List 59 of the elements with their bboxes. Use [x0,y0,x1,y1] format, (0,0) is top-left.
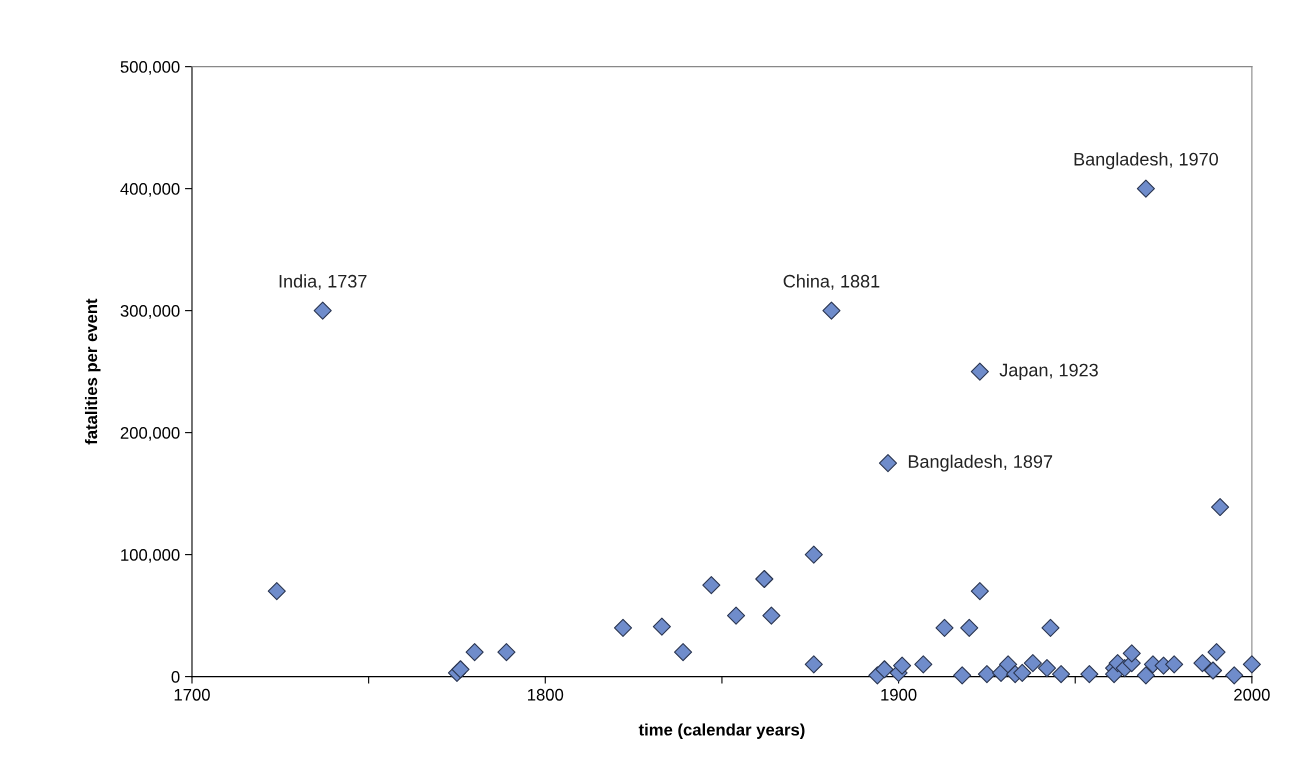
point [953,666,972,685]
x-tick-label: 1900 [881,688,917,701]
point [822,301,841,320]
y-tick-label: 100,000 [121,549,180,563]
annotation: Bangladesh, 1970 [1074,152,1218,170]
annotation: India, 1737 [279,274,367,290]
point [1203,661,1223,680]
point [674,643,693,662]
x-axis-title: time (calendar years) [638,723,805,739]
point [451,660,470,679]
point [497,643,516,662]
point [977,665,996,684]
annotation: Bangladesh, 1897 [908,454,1053,472]
y-tick-label: 200,000 [120,427,180,441]
point [914,655,933,674]
point [1165,655,1184,674]
point [727,606,746,625]
y-tick-label: 300,000 [120,305,180,319]
y-tick-label: 400,000 [120,183,180,197]
point [878,454,898,473]
y-axis-title: fatalities per event [84,298,101,445]
point [999,655,1018,674]
point [935,618,954,637]
point [613,618,633,637]
point [313,301,332,320]
point [465,643,484,662]
point [755,569,774,589]
point [804,545,823,564]
x-tick-label: 2000 [1234,688,1270,701]
point [970,582,989,601]
point [960,618,979,637]
point [1225,666,1244,685]
point [267,582,286,601]
point [893,656,912,675]
point [970,362,989,381]
point [1211,497,1230,517]
point [1013,663,1032,682]
point [1242,655,1261,674]
annotation: China, 1881 [783,274,880,290]
point [702,576,721,595]
point [1080,665,1099,684]
x-tick-label: 1800 [528,688,564,701]
point [1207,643,1226,662]
point [1136,179,1155,198]
x-tick-label: 1700 [174,688,210,701]
point [1136,666,1155,685]
point [1023,654,1042,673]
point [804,655,823,674]
point [875,660,894,679]
point [1041,618,1060,637]
y-tick-label: 500,000 [120,61,180,75]
point [652,617,671,636]
y-tick-label: 0 [171,670,180,683]
point [1037,658,1057,678]
point [762,606,781,625]
point [1052,665,1071,684]
annotation: Japan, 1923 [999,363,1098,381]
point [1122,644,1141,663]
point [1193,654,1212,673]
